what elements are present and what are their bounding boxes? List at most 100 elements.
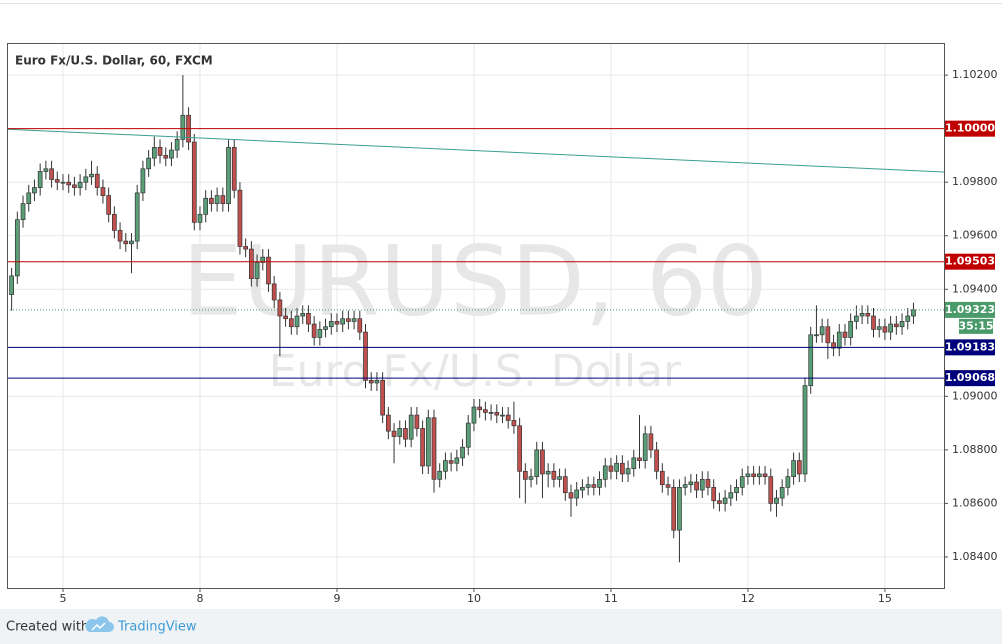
candle-body <box>260 256 266 263</box>
candle-body <box>471 406 477 424</box>
candle-body <box>37 171 43 188</box>
candle-body <box>414 414 420 429</box>
x-tick-label: 15 <box>878 592 892 605</box>
candle-body <box>300 313 306 317</box>
candle-body <box>174 139 180 151</box>
x-tick-label: 12 <box>741 592 755 605</box>
candle-body <box>677 487 682 531</box>
candle-body <box>231 147 237 191</box>
watermark-subtitle: Euro Fx/U.S. Dollar <box>269 346 682 397</box>
candle-body <box>425 417 431 467</box>
candle-body <box>545 470 551 475</box>
candle-body <box>254 262 260 279</box>
candle-body <box>785 476 791 488</box>
candle-body <box>368 379 374 384</box>
candle-body <box>899 321 905 328</box>
candle-body <box>711 487 717 502</box>
candle-body <box>614 462 620 472</box>
candle-body <box>9 275 14 295</box>
x-tick-label: 5 <box>59 592 66 605</box>
candle-body <box>620 462 625 475</box>
candle-body <box>631 457 637 469</box>
candle-body <box>243 246 248 250</box>
candle-body <box>140 168 146 194</box>
candle-body <box>808 334 814 386</box>
y-tick-label: 1.08800 <box>952 443 998 456</box>
candle-body <box>722 497 728 504</box>
candle-body <box>408 414 414 440</box>
candle-body <box>32 187 37 194</box>
candle-body <box>197 213 203 223</box>
candle-body <box>694 481 699 491</box>
candle-body <box>249 248 254 279</box>
candle-body <box>14 219 20 277</box>
candle-body <box>842 331 848 338</box>
candle-body <box>220 195 226 204</box>
candle-body <box>562 476 568 494</box>
candle-body <box>60 181 66 184</box>
plot <box>6 75 945 563</box>
candle-body <box>26 192 32 204</box>
trend-line <box>6 128 945 173</box>
candle-body <box>534 449 540 477</box>
x-tick-label: 8 <box>196 592 203 605</box>
candle-body <box>363 331 368 381</box>
candle-body <box>306 313 311 325</box>
candle-body <box>768 476 774 504</box>
candle-body <box>859 313 865 317</box>
last-price-label: 1.09323 <box>945 303 995 316</box>
candle-body <box>557 476 562 480</box>
candle-body <box>448 460 454 464</box>
candle-body <box>420 428 425 467</box>
candle-body <box>745 473 751 477</box>
y-tick-label: 1.10200 <box>952 68 998 81</box>
candle-body <box>237 189 243 247</box>
candle-body <box>209 197 214 204</box>
plot-frame <box>7 43 945 589</box>
countdown: 35:15 <box>958 319 993 332</box>
candle-body <box>568 492 574 499</box>
candle-body <box>602 465 608 480</box>
logo-cloud <box>85 616 114 632</box>
candle-body <box>825 326 831 344</box>
candle-body <box>163 155 169 159</box>
candle-body <box>49 168 54 180</box>
candle-body <box>266 256 271 285</box>
candle-body <box>876 326 882 330</box>
candle-body <box>751 473 756 477</box>
candle-body <box>665 484 671 488</box>
y-tick-label: 1.08400 <box>952 550 998 563</box>
candle-body <box>500 414 505 417</box>
candle-body <box>151 147 157 159</box>
candle-body <box>637 457 642 461</box>
candle-body <box>791 460 796 477</box>
footer-bar <box>0 609 1002 644</box>
candle-body <box>123 240 129 245</box>
candle-body <box>20 203 26 221</box>
candle-body <box>346 318 351 322</box>
y-tick-label: 1.09600 <box>952 229 998 242</box>
candle-body <box>271 283 277 301</box>
candle-body <box>671 487 677 531</box>
candle-body <box>796 460 802 475</box>
candle-body <box>443 460 448 472</box>
candle-body <box>385 414 391 432</box>
candle-body <box>540 449 545 475</box>
candle-body <box>454 457 460 464</box>
candle-body <box>94 173 100 188</box>
footer-brand[interactable]: TradingView <box>117 620 197 635</box>
candle-body <box>757 473 762 477</box>
candle-body <box>180 114 186 140</box>
candle-body <box>831 342 836 349</box>
candle-body <box>659 470 665 486</box>
y-tick-label: 1.08600 <box>952 496 998 509</box>
candle-body <box>642 433 648 461</box>
candle-body <box>134 192 140 242</box>
level-label: 1.09068 <box>945 371 995 384</box>
candle-body <box>871 315 876 330</box>
candle-body <box>819 326 825 336</box>
candle-body <box>836 331 842 349</box>
candle-body <box>522 470 528 480</box>
